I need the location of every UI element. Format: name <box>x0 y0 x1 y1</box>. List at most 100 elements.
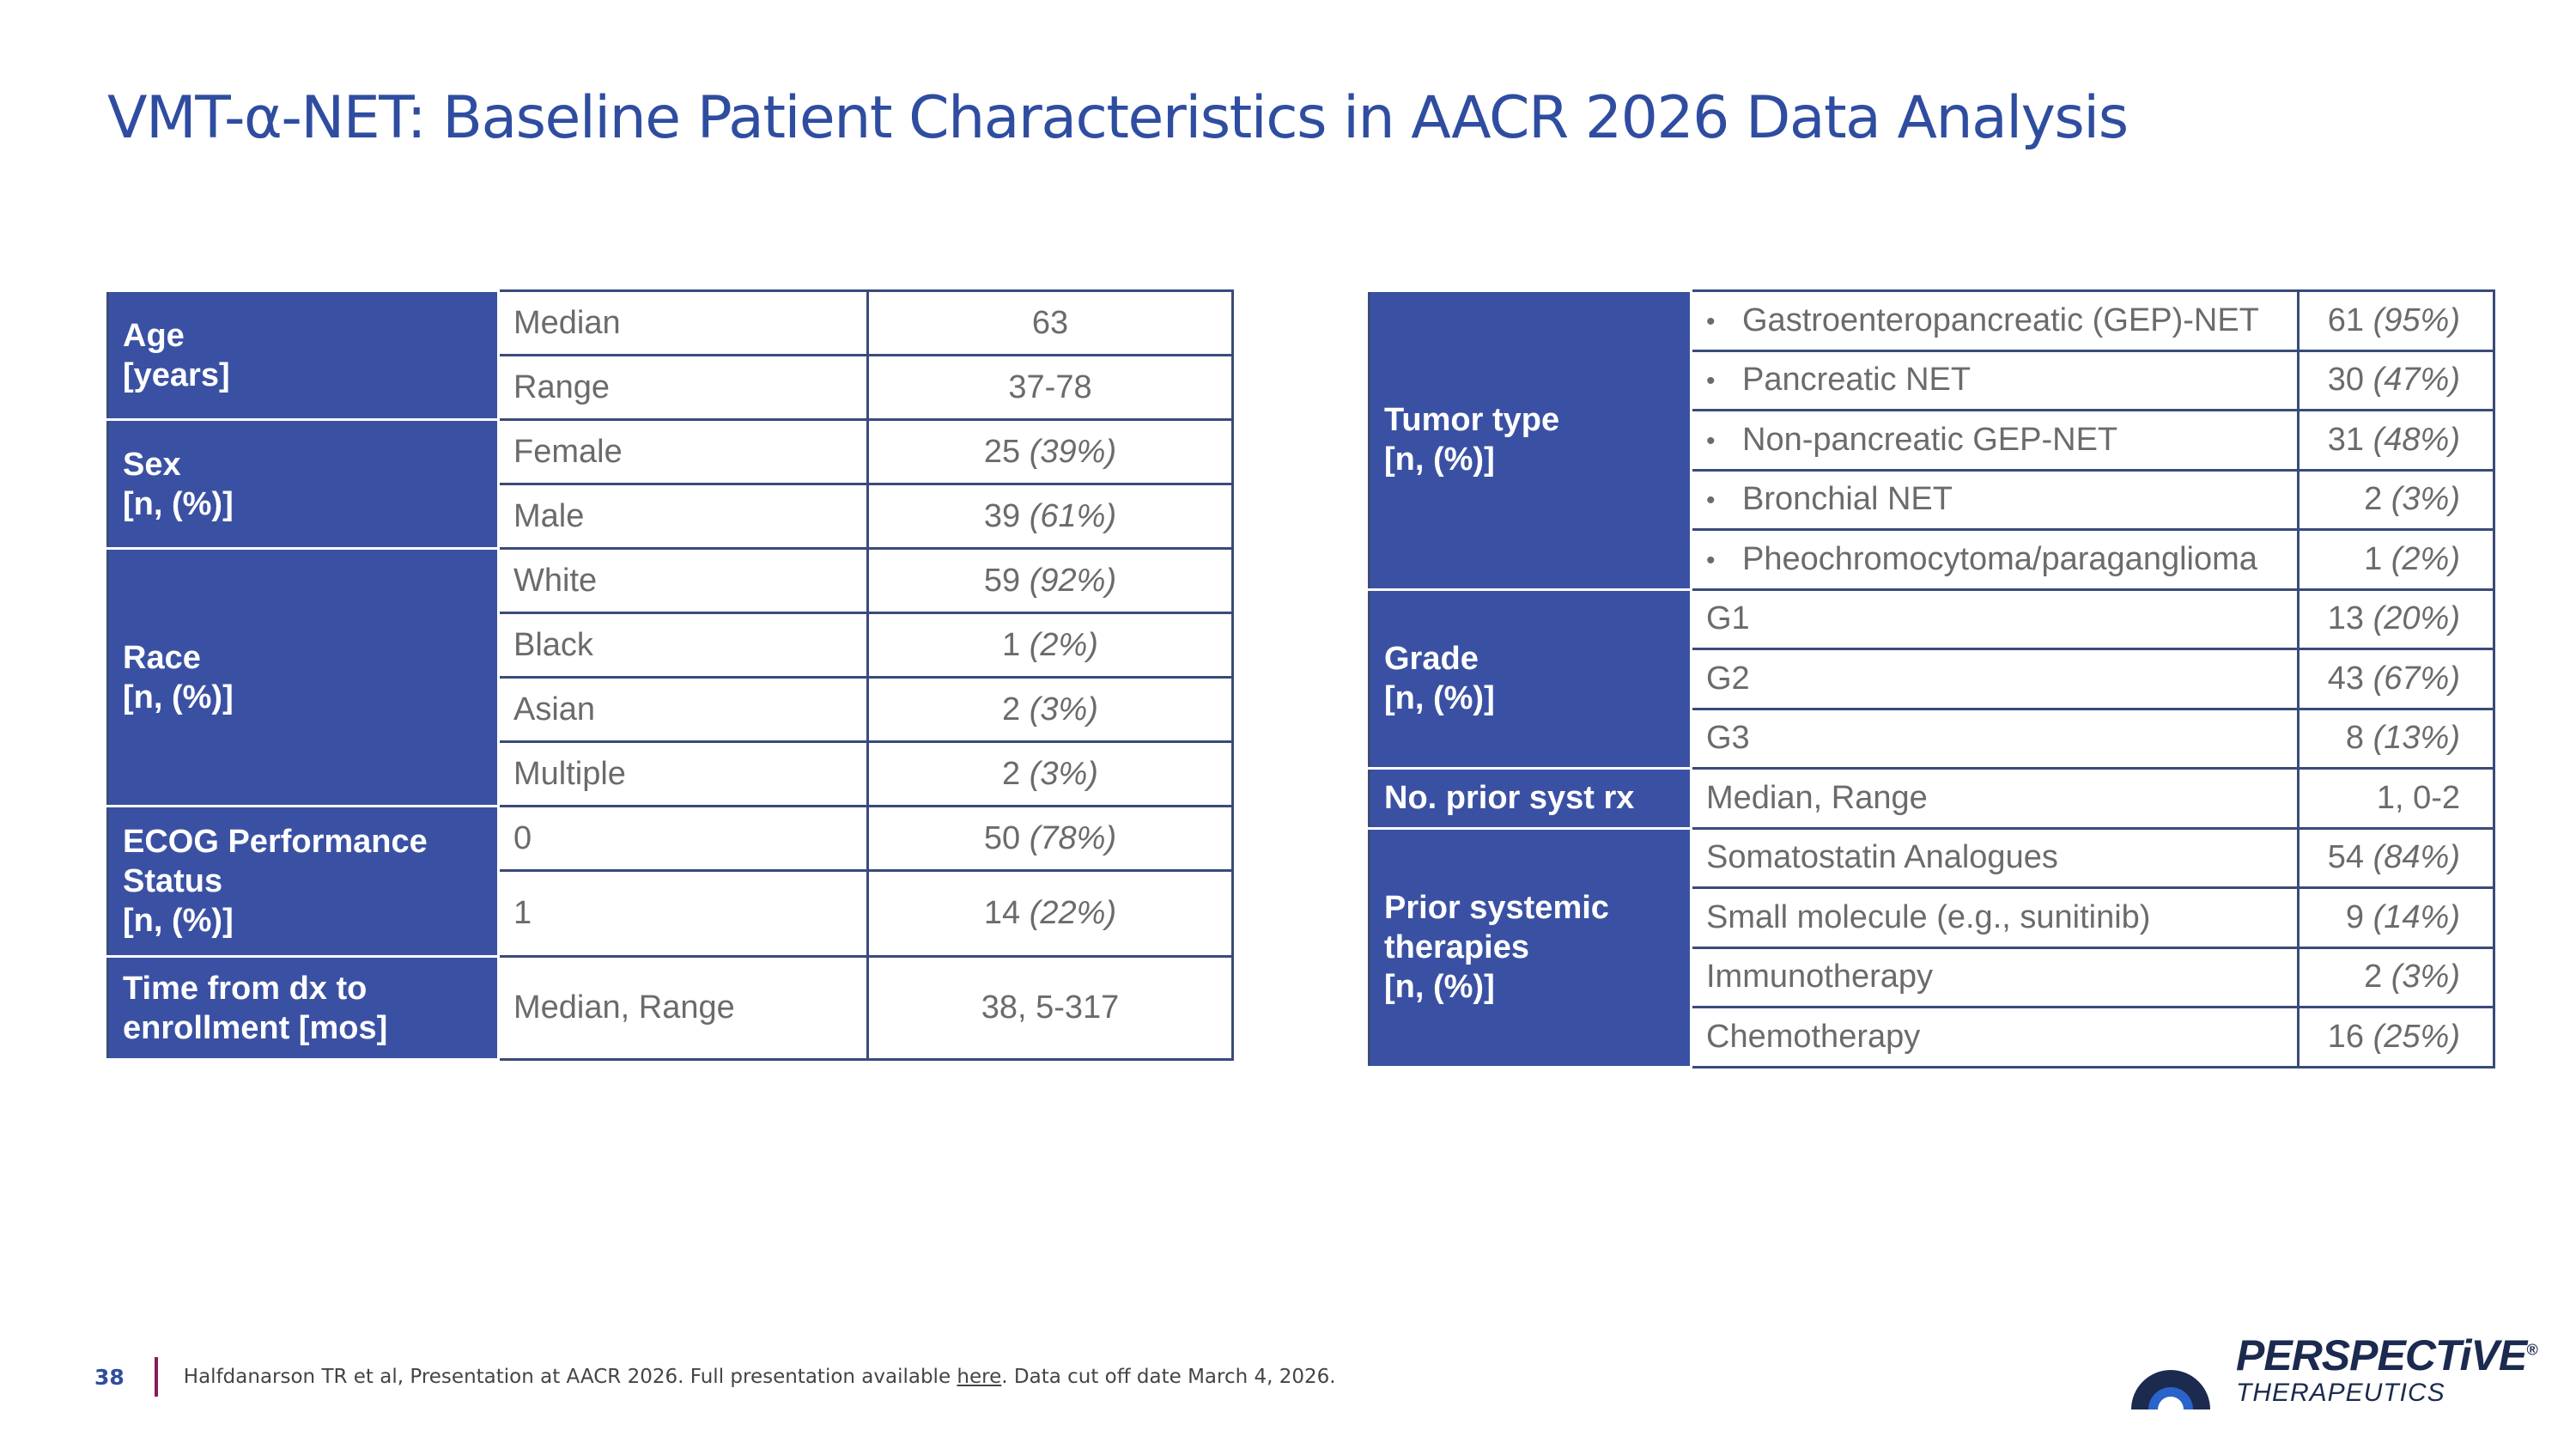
row-label: Median <box>497 289 869 356</box>
row-label: Female <box>497 418 869 485</box>
value-number: 63 <box>1031 304 1069 341</box>
value-percent: (3%) <box>1029 691 1098 728</box>
row-value: 14 (22%) <box>866 869 1234 958</box>
row-label: • Pheochromocytoma/paraganglioma <box>1690 528 2300 591</box>
row-label: Black <box>497 612 869 679</box>
value-percent: (14%) <box>2372 898 2460 935</box>
row-label: • Bronchial NET <box>1690 468 2300 531</box>
value-number: 37-78 <box>1008 368 1092 405</box>
grade-header-line1: Grade <box>1384 641 1479 678</box>
row-label-text: Non-pancreatic GEP-NET <box>1742 421 2118 458</box>
ecog-header: ECOG Performance Status [n, (%)] <box>106 805 500 958</box>
value-number: 43 <box>2327 660 2365 697</box>
row-label: 1 <box>497 869 869 958</box>
footer-citation: Halfdanarson TR et al, Presentation at A… <box>184 1366 1336 1388</box>
row-value: 9 (14%) <box>2297 886 2495 949</box>
prior-therapies-header-line3: [n, (%)] <box>1384 969 1495 1005</box>
sex-header: Sex [n, (%)] <box>106 418 500 550</box>
row-label: Chemotherapy <box>1690 1006 2300 1068</box>
value-percent: (2%) <box>2391 540 2460 577</box>
logo-wordmark: PERSPECTiVE® <box>2236 1330 2537 1380</box>
row-value: 30 (47%) <box>2297 349 2495 411</box>
perspective-logo: PERSPECTiVE® THERAPEUTICS <box>2119 1327 2537 1422</box>
row-label: • Non-pancreatic GEP-NET <box>1690 409 2300 472</box>
row-value: 2 (3%) <box>2297 946 2495 1008</box>
bullet-icon: • <box>1706 426 1716 455</box>
row-label: • Pancreatic NET <box>1690 349 2300 411</box>
value-number: 2 <box>2364 959 2383 995</box>
value-percent: (22%) <box>1029 895 1117 931</box>
row-value: 1, 0-2 <box>2297 767 2495 830</box>
prior-rx-header: No. prior syst rx <box>1368 767 1692 830</box>
row-label-text: Bronchial NET <box>1742 481 1953 518</box>
row-value: 43 (67%) <box>2297 648 2495 710</box>
row-label: • Gastroenteropancreatic (GEP)-NET <box>1690 289 2300 352</box>
row-value: 31 (48%) <box>2297 409 2495 472</box>
race-header-line2: [n, (%)] <box>123 679 234 715</box>
value-number: 1 <box>2364 540 2383 577</box>
row-label: Somatostatin Analogues <box>1690 826 2300 889</box>
time-header-line2: enrollment [mos] <box>123 1009 388 1046</box>
value-number: 54 <box>2327 839 2365 876</box>
race-header: Race [n, (%)] <box>106 547 500 807</box>
value-percent: (39%) <box>1029 433 1117 470</box>
value-number: 39 <box>983 497 1021 534</box>
logo-subtitle: THERAPEUTICS <box>2236 1379 2445 1407</box>
value-number: 14 <box>983 895 1021 931</box>
row-value: 16 (25%) <box>2297 1006 2495 1068</box>
row-value: 2 (3%) <box>866 676 1234 743</box>
value-number: 50 <box>983 819 1021 856</box>
value-percent: (61%) <box>1029 497 1117 534</box>
row-value: 37-78 <box>866 354 1234 421</box>
baseline-table-right: Tumor type [n, (%)] • Gastroenteropancrea… <box>1368 289 2495 1068</box>
row-label: Multiple <box>497 740 869 807</box>
value-number: 13 <box>2327 600 2365 637</box>
bullet-icon: • <box>1706 307 1716 336</box>
bullet-icon: • <box>1706 486 1716 515</box>
value-percent: (48%) <box>2372 421 2460 458</box>
row-value: 8 (13%) <box>2297 707 2495 770</box>
value-percent: (2%) <box>1029 626 1098 663</box>
time-header: Time from dx to enrollment [mos] <box>106 955 500 1061</box>
value-percent: (67%) <box>2372 660 2460 697</box>
row-label: Median, Range <box>497 955 869 1061</box>
value-number: 25 <box>983 433 1021 470</box>
row-label-text: Gastroenteropancreatic (GEP)-NET <box>1742 301 2259 338</box>
page-number: 38 <box>94 1364 125 1390</box>
value-number: 2 <box>2364 481 2383 518</box>
row-label: Immunotherapy <box>1690 946 2300 1008</box>
value-number: 38, 5-317 <box>981 989 1120 1026</box>
value-number: 8 <box>2345 720 2365 757</box>
row-label: Median, Range <box>1690 767 2300 830</box>
row-value: 1 (2%) <box>2297 528 2495 591</box>
value-percent: (84%) <box>2372 839 2460 876</box>
value-percent: (25%) <box>2372 1018 2460 1055</box>
bullet-icon: • <box>1706 367 1716 396</box>
value-number: 9 <box>2345 898 2365 935</box>
logo-mark-icon <box>2131 1369 2210 1409</box>
grade-header-line2: [n, (%)] <box>1384 680 1495 717</box>
row-value: 1 (2%) <box>866 612 1234 679</box>
value-number: 16 <box>2327 1018 2365 1055</box>
row-value: 2 (3%) <box>866 740 1234 807</box>
value-number: 61 <box>2327 301 2365 338</box>
value-number: 2 <box>1002 755 1021 792</box>
row-value: 38, 5-317 <box>866 955 1234 1061</box>
prior-rx-header-line1: No. prior syst rx <box>1384 780 1635 817</box>
footer: 38 Halfdanarson TR et al, Presentation a… <box>94 1355 1336 1398</box>
value-number: 1 <box>1002 626 1021 663</box>
value-number: 30 <box>2327 362 2365 399</box>
age-header-line2: [years] <box>123 356 230 393</box>
presentation-link[interactable]: here <box>957 1366 1002 1388</box>
value-percent: (92%) <box>1029 562 1117 599</box>
ecog-header-line1: ECOG Performance <box>123 824 428 860</box>
row-label: Small molecule (e.g., sunitinib) <box>1690 886 2300 949</box>
citation-text: Halfdanarson TR et al, Presentation at A… <box>183 1366 957 1388</box>
row-value: 61 (95%) <box>2297 289 2495 352</box>
row-value: 63 <box>866 289 1234 356</box>
bullet-icon: • <box>1706 545 1716 575</box>
row-label: G3 <box>1690 707 2300 770</box>
tumor-type-header-line2: [n, (%)] <box>1384 441 1495 478</box>
ecog-header-line3: [n, (%)] <box>123 903 234 939</box>
row-label: G2 <box>1690 648 2300 710</box>
